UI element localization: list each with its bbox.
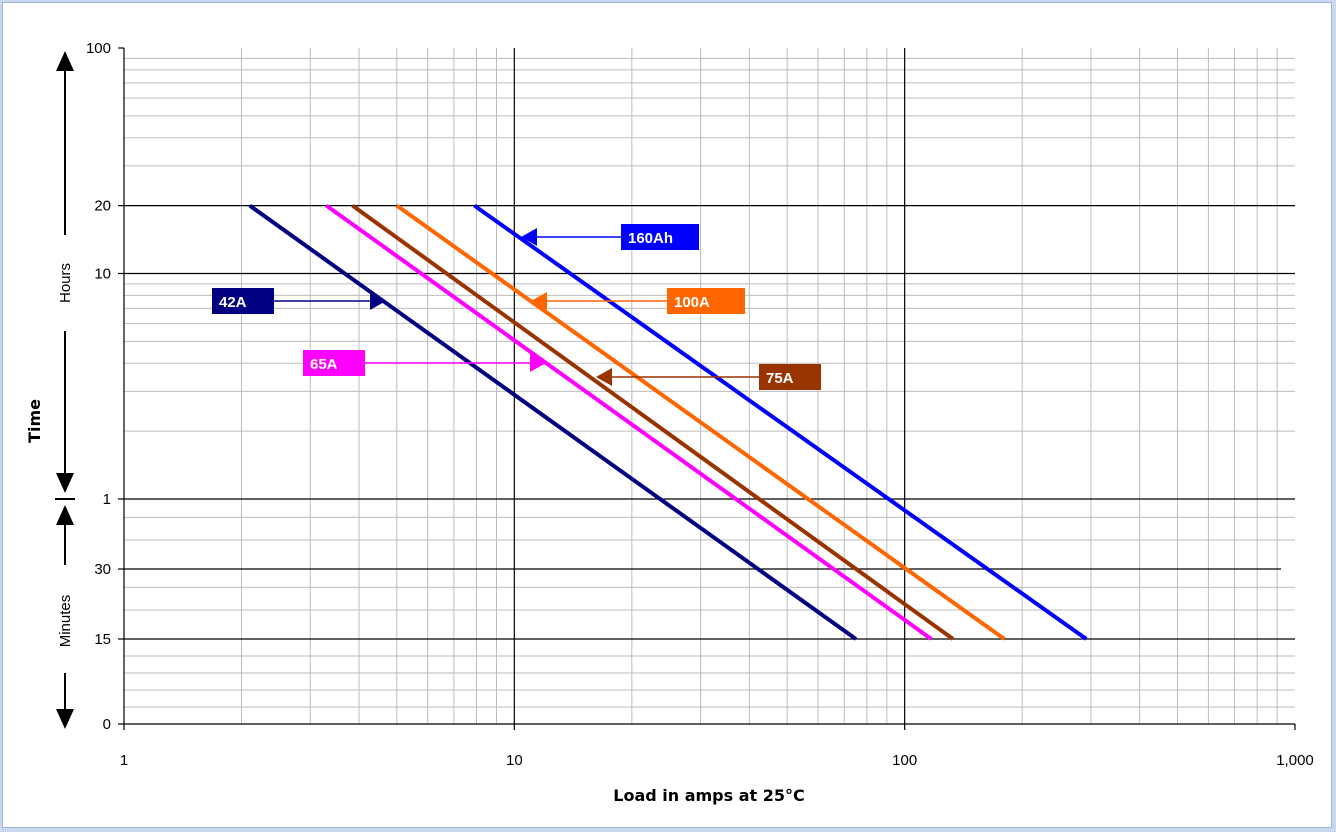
arrow-up-icon [56,51,74,71]
y-tick-label: 100 [86,40,111,57]
arrow-right-icon [530,354,546,372]
arrow-left-icon [531,292,547,310]
y-tick-label: 20 [94,198,111,215]
minutes-label: Minutes [57,595,74,648]
arrow-left-icon [596,368,612,386]
y-axis-decoration: Hours Minutes [55,51,75,729]
hours-label: Hours [57,263,74,303]
y-tick-label: 15 [94,631,111,648]
y-tick-label: 10 [94,266,111,283]
series-lines [248,203,1088,641]
y-axis-label: Time [25,399,44,443]
y-tick-labels: 100 20 10 1 30 15 0 [86,40,124,733]
series-name-65a: 65A [310,356,338,373]
series-tag-75a: 75A [596,364,821,390]
series-tag-65a: 65A [303,350,546,376]
tag-box [667,288,745,314]
series-name-160ah: 160Ah [628,230,673,247]
minor-grid [124,48,1295,724]
x-axis-label: Load in amps at 25°C [613,786,805,805]
axes [123,48,1296,730]
tag-box [303,350,365,376]
tag-box [759,364,821,390]
x-tick-label: 1 [120,752,128,769]
series-tag-100a: 100A [531,288,745,314]
series-line-160ah [473,203,1088,641]
y-tick-label: 30 [94,561,111,578]
y-tick-label: 0 [103,716,111,733]
chart: 1 10 100 1,000 100 20 10 1 30 15 0 42A 65A 75A 100A 1… [25,40,1314,805]
tag-box [212,288,274,314]
series-name-42a: 42A [219,294,247,311]
arrow-down-icon [56,473,74,493]
series-tags: 42A 65A 75A 100A 160Ah [212,224,821,390]
x-tick-label: 1,000 [1276,752,1314,769]
series-tag-160ah: 160Ah [521,224,699,250]
series-tag-42a: 42A [212,288,386,314]
major-grid [124,48,1295,724]
series-name-75a: 75A [766,370,794,387]
arrow-down-icon [56,709,74,729]
series-line-100a [395,203,1006,641]
arrow-left-icon [521,228,537,246]
series-line-65a [325,203,933,641]
arrow-right-icon [370,292,386,310]
series-line-42a [248,203,858,641]
arrow-up-icon [56,505,74,525]
x-tick-label: 100 [892,752,917,769]
series-line-75a [351,203,955,641]
y-tick-label: 1 [103,491,111,508]
x-tick-label: 10 [506,752,523,769]
series-name-100a: 100A [674,294,710,311]
x-tick-labels: 1 10 100 1,000 [120,752,1314,769]
tag-box [621,224,699,250]
